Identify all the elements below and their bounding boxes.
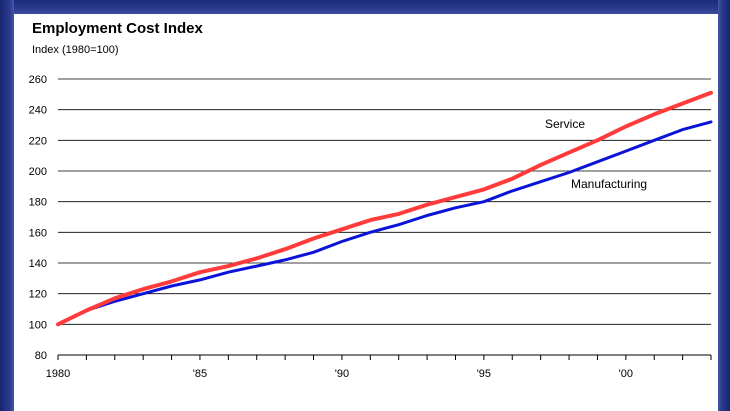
x-tick-label: '95 [477, 368, 491, 380]
y-tick-label: 200 [29, 166, 47, 178]
slide-frame-top [0, 0, 730, 14]
series-label-manufacturing: Manufacturing [571, 177, 647, 191]
series-line-manufacturing [56, 120, 713, 326]
slide-frame-left [0, 0, 14, 411]
x-tick-label: 1980 [46, 368, 70, 380]
y-tick-label: 100 [29, 319, 47, 331]
y-tick-label: 80 [35, 350, 47, 362]
series-label-service: Service [545, 117, 585, 131]
x-tick-label: '90 [335, 368, 349, 380]
y-tick-label: 180 [29, 197, 47, 209]
y-tick-label: 260 [29, 74, 47, 86]
y-tick-label: 220 [29, 135, 47, 147]
y-tick-label: 240 [29, 105, 47, 117]
y-axis-label: Index (1980=100) [32, 44, 119, 56]
y-tick-label: 160 [29, 227, 47, 239]
series-line-service [56, 90, 713, 327]
slide-frame-right [718, 0, 730, 411]
chart-title: Employment Cost Index [32, 20, 203, 37]
y-tick-label: 120 [29, 289, 47, 301]
x-tick-label: '00 [619, 368, 633, 380]
y-tick-label: 140 [29, 258, 47, 270]
x-tick-label: '85 [193, 368, 207, 380]
